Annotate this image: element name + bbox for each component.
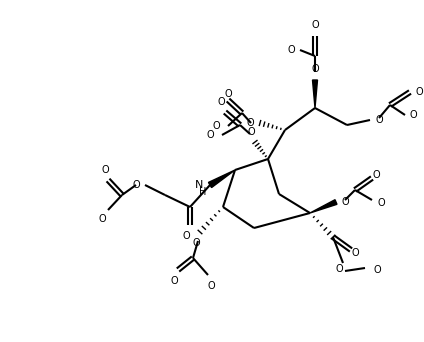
Text: O: O [206,130,214,140]
Text: O: O [311,64,319,74]
Text: O: O [182,231,190,241]
Text: O: O [415,87,423,97]
Text: O: O [373,265,381,275]
Polygon shape [312,80,318,108]
Text: O: O [101,165,109,175]
Text: H: H [199,187,206,197]
Text: O: O [311,20,319,30]
Text: O: O [217,97,225,107]
Text: O: O [372,170,380,180]
Polygon shape [310,200,337,213]
Text: O: O [351,248,359,258]
Text: N: N [195,180,203,190]
Text: O: O [246,118,254,128]
Text: O: O [341,197,349,207]
Text: O: O [207,281,215,291]
Text: O: O [224,89,232,99]
Text: O: O [170,276,178,286]
Text: O: O [192,238,200,248]
Text: O: O [375,115,382,125]
Text: O: O [247,127,255,137]
Text: O: O [98,214,106,224]
Text: O: O [335,264,343,274]
Text: O: O [287,45,295,55]
Text: O: O [132,180,140,190]
Polygon shape [209,170,235,187]
Text: O: O [212,121,220,131]
Text: O: O [410,110,418,120]
Text: O: O [377,198,385,208]
